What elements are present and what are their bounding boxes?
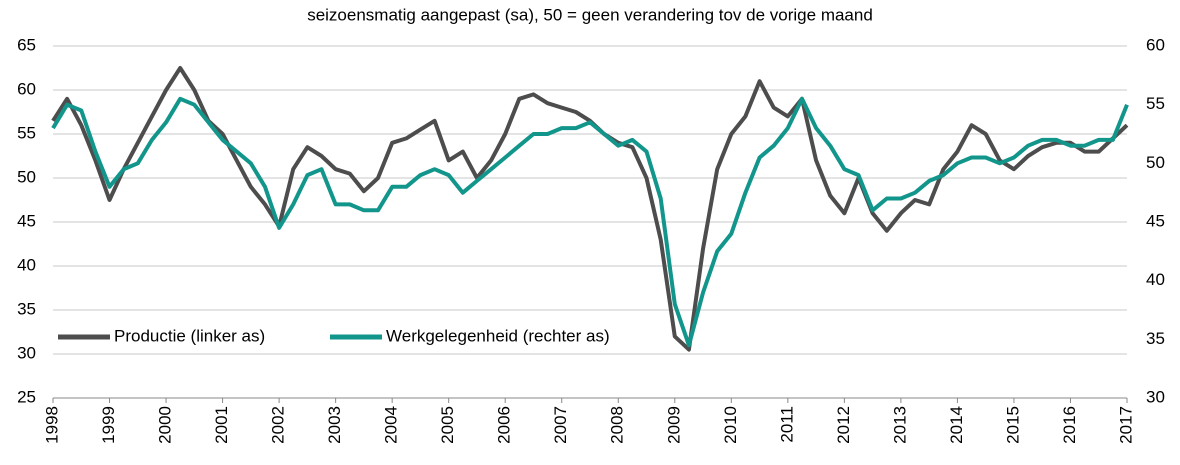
legend-label: Werkgelegenheid (rechter as) [386, 326, 610, 345]
y-tick-label: 65 [17, 35, 36, 54]
x-tick-label: 2017 [1116, 406, 1135, 444]
y2-tick-label: 45 [1146, 211, 1165, 230]
y-tick-label: 45 [17, 211, 36, 230]
x-tick-label: 2000 [156, 406, 175, 444]
y2-tick-label: 40 [1146, 270, 1165, 289]
x-tick-label: 2004 [382, 406, 401, 444]
x-tick-label: 2007 [551, 406, 570, 444]
y-tick-label: 50 [17, 167, 36, 186]
x-tick-label: 2013 [890, 406, 909, 444]
y-tick-label: 60 [17, 79, 36, 98]
y2-tick-label: 35 [1146, 329, 1165, 348]
x-tick-label: 2006 [495, 406, 514, 444]
x-tick-label: 2005 [438, 406, 457, 444]
x-tick-label: 2015 [1003, 406, 1022, 444]
x-tick-label: 2001 [212, 406, 231, 444]
x-tick-label: 2016 [1060, 406, 1079, 444]
x-tick-label: 2012 [834, 406, 853, 444]
line-series [51, 96, 1129, 348]
y-tick-label: 55 [17, 123, 36, 142]
y2-tick-label: 55 [1146, 94, 1165, 113]
x-tick-label: 2002 [269, 406, 288, 444]
x-tick-label: 2011 [777, 406, 796, 443]
y-tick-label: 35 [17, 299, 36, 318]
y-tick-label: 30 [17, 343, 36, 362]
x-tick-label: 2010 [721, 406, 740, 444]
line-series [51, 66, 1129, 352]
y2-tick-label: 50 [1146, 153, 1165, 172]
x-tick-label: 1998 [42, 406, 61, 444]
x-tick-label: 2009 [664, 406, 683, 444]
x-tick-label: 1999 [99, 406, 118, 444]
x-tick-label: 2014 [947, 406, 966, 444]
x-tick-label: 2003 [325, 406, 344, 444]
x-tick-label: 2008 [608, 406, 627, 444]
y2-tick-label: 60 [1146, 35, 1165, 54]
legend-label: Productie (linker as) [114, 326, 265, 345]
y-tick-label: 40 [17, 255, 36, 274]
y2-tick-label: 30 [1146, 387, 1165, 406]
y-tick-label: 25 [17, 387, 36, 406]
chart-title: seizoensmatig aangepast (sa), 50 = geen … [307, 5, 873, 24]
